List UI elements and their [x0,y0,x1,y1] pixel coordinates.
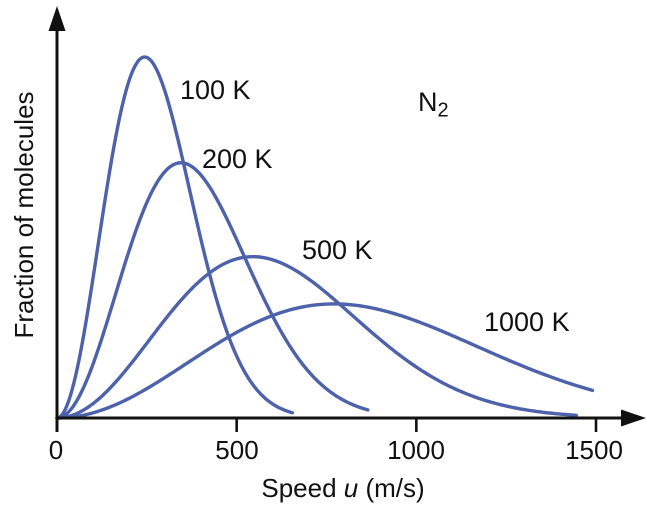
x-axis-title-speed-symbol: u [343,473,359,503]
x-axis-arrow-icon [621,409,646,427]
y-axis-arrow-icon [48,6,66,31]
curve-100K [55,55,295,420]
gas-subscript: 2 [437,99,449,122]
gas-element-symbol: N [418,87,438,117]
x-axis-title: Speed u (m/s) [261,475,424,501]
curve-label-1000k: 1000 K [484,307,570,337]
curve-1000K [55,302,595,420]
curve-500K [55,254,578,420]
gas-label: N2 [418,87,449,121]
curve-label-500k: 500 K [302,235,373,265]
x-tick-label-1000: 1000 [387,435,445,465]
curve-label-100k: 100 K [180,75,251,105]
x-axis-title-suffix: (m/s) [358,473,425,503]
x-tick-label-500: 500 [215,435,259,465]
x-tick-label-1500: 1500 [565,435,623,465]
curve-label-200k: 200 K [202,144,273,174]
curve-200K [55,161,370,420]
x-axis-title-prefix: Speed [261,473,344,503]
x-tick-label-0: 0 [48,435,64,465]
y-axis-title: Fraction of molecules [9,91,39,339]
